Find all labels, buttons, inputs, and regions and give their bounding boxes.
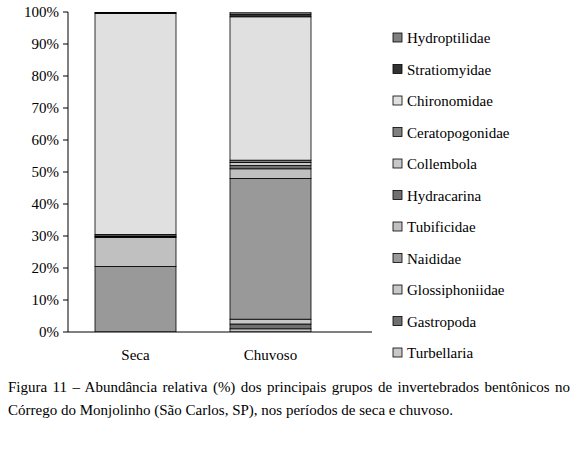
bar-segment — [230, 324, 311, 329]
legend-label: Hydracarina — [407, 188, 481, 204]
y-tick-label: 70% — [32, 100, 60, 116]
y-tick — [63, 108, 68, 109]
legend-swatch — [393, 33, 402, 42]
legend-swatch — [393, 159, 402, 168]
legend-swatch — [393, 96, 402, 105]
y-tick — [63, 332, 68, 333]
bar-segment — [95, 236, 176, 238]
y-tick-label: 60% — [32, 132, 60, 148]
y-tick — [63, 236, 68, 237]
legend-swatch — [393, 317, 402, 326]
bar-segment — [230, 17, 311, 160]
legend-label: Collembola — [407, 156, 477, 172]
legend-label: Glossiphoniidae — [407, 282, 505, 298]
bar-segment — [230, 12, 311, 14]
legend-label: Naididae — [407, 251, 461, 267]
bar-segment — [95, 14, 176, 235]
legend-swatch — [393, 128, 402, 137]
y-tick — [63, 268, 68, 269]
y-tick — [63, 172, 68, 173]
y-tick — [63, 76, 68, 77]
legend-label: Hydroptilidae — [407, 30, 491, 46]
legend-label: Turbellaria — [407, 345, 473, 361]
bar-segment — [230, 319, 311, 324]
bar-segment — [230, 166, 311, 169]
y-tick-label: 30% — [32, 228, 60, 244]
y-tick-label: 20% — [32, 260, 60, 276]
legend-swatch — [393, 285, 402, 294]
legend-swatch — [393, 65, 402, 74]
legend-swatch — [393, 222, 402, 231]
legend-swatch — [393, 254, 402, 263]
y-tick — [63, 140, 68, 141]
y-tick — [63, 204, 68, 205]
legend-label: Chironomidae — [407, 93, 493, 109]
bar-segment — [230, 169, 311, 179]
y-tick — [63, 12, 68, 13]
legend-swatch — [393, 348, 402, 357]
x-axis — [68, 332, 372, 333]
legend-label: Stratiomyidae — [407, 62, 491, 78]
x-tick-label: Chuvoso — [244, 347, 297, 363]
legend-label: Gastropoda — [407, 314, 476, 330]
bar-segment — [230, 162, 311, 165]
y-tick-label: 50% — [32, 164, 60, 180]
chart: 0% 10% 20% 30% 40% 50% 60% 70% 80% 90% 100% Seca Chu… — [0, 0, 578, 372]
y-tick-label: 40% — [32, 196, 60, 212]
y-tick-label: 0% — [39, 324, 59, 340]
y-tick-label: 100% — [24, 4, 59, 20]
y-tick-label: 90% — [32, 36, 60, 52]
bar-segment — [95, 238, 176, 267]
x-tick-label: Seca — [121, 347, 150, 363]
legend-label: Tubificidae — [407, 219, 476, 235]
y-tick — [63, 300, 68, 301]
y-axis — [68, 12, 69, 332]
y-tick-label: 10% — [32, 292, 60, 308]
y-tick — [63, 44, 68, 45]
bar-segment — [230, 178, 311, 319]
bar-segment — [95, 12, 176, 14]
bars — [95, 12, 311, 332]
legend-swatch — [393, 191, 402, 200]
bar-segment — [95, 266, 176, 332]
legend-label: Ceratopogonidae — [407, 125, 510, 141]
bar-segment — [95, 12, 176, 13]
caption: Figura 11 – Abundância relativa (%) dos … — [8, 376, 570, 422]
y-tick-label: 80% — [32, 68, 60, 84]
